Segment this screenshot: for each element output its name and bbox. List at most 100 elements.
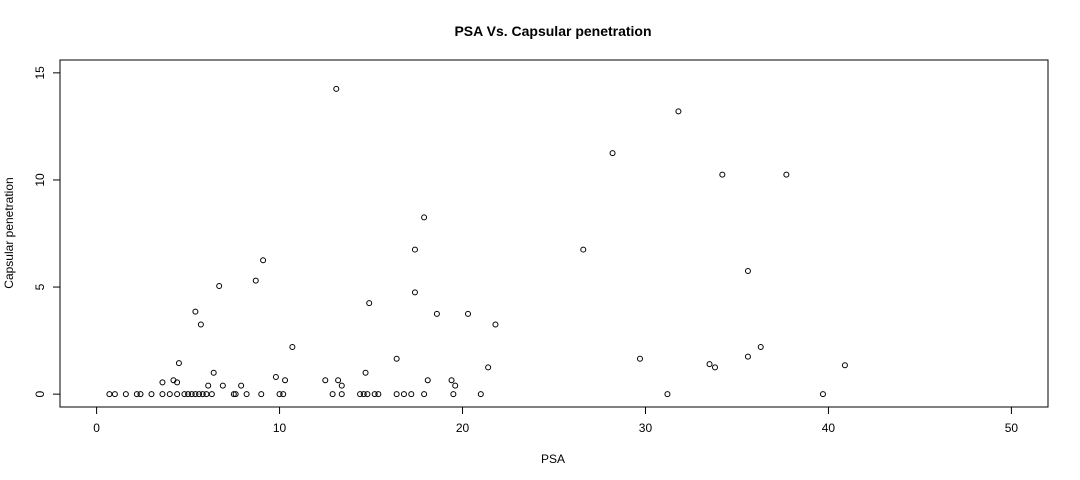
x-axis-label: PSA	[541, 452, 565, 466]
data-point	[400, 391, 407, 398]
data-point	[375, 391, 382, 398]
data-point	[783, 171, 790, 178]
data-point	[260, 257, 267, 264]
data-point	[188, 391, 195, 398]
data-point	[252, 277, 259, 284]
y-tick-label: 10	[33, 173, 47, 187]
data-point	[609, 150, 616, 157]
data-point	[137, 391, 144, 398]
data-point	[219, 382, 226, 389]
data-point	[421, 391, 428, 398]
data-point	[272, 374, 279, 381]
data-point	[433, 310, 440, 317]
data-point	[360, 391, 367, 398]
data-point	[664, 391, 671, 398]
data-point	[238, 382, 245, 389]
data-point	[841, 362, 848, 369]
data-point	[232, 391, 239, 398]
x-axis: 0 10 20 30 40 50	[93, 406, 1019, 435]
data-point	[133, 391, 140, 398]
data-point	[393, 355, 400, 362]
data-point	[203, 391, 210, 398]
data-point	[216, 282, 223, 289]
y-tick-label: 5	[33, 283, 47, 290]
data-point	[675, 108, 682, 115]
data-point	[111, 391, 118, 398]
chart-title: PSA Vs. Capsular penetration	[454, 23, 651, 39]
data-point	[333, 85, 340, 92]
data-point	[408, 391, 415, 398]
data-point	[185, 391, 192, 398]
data-point	[411, 289, 418, 296]
data-point	[280, 391, 287, 398]
data-point	[289, 344, 296, 351]
data-point	[282, 377, 289, 384]
data-point	[364, 391, 371, 398]
x-tick-label: 0	[93, 421, 100, 435]
data-point	[338, 391, 345, 398]
data-point	[205, 382, 212, 389]
data-point	[485, 364, 492, 371]
data-point	[706, 361, 713, 368]
data-point	[329, 391, 336, 398]
x-tick-label: 50	[1005, 421, 1019, 435]
data-point	[580, 246, 587, 253]
data-point	[636, 355, 643, 362]
data-point	[357, 391, 364, 398]
y-axis-label: Capsular penetration	[2, 177, 16, 288]
plot-frame	[59, 59, 1049, 408]
data-point	[148, 391, 155, 398]
data-point	[757, 344, 764, 351]
data-point	[192, 308, 199, 315]
data-point	[393, 391, 400, 398]
data-point	[181, 391, 188, 398]
data-point	[477, 391, 484, 398]
data-point	[243, 391, 250, 398]
data-point	[452, 382, 459, 389]
data-point	[421, 214, 428, 221]
y-tick-label: 0	[33, 390, 47, 397]
data-point	[712, 364, 719, 371]
x-tick-label: 10	[273, 421, 287, 435]
data-point	[174, 379, 181, 386]
data-point	[196, 391, 203, 398]
data-point	[819, 391, 826, 398]
data-points	[106, 85, 848, 398]
data-point	[199, 391, 206, 398]
x-tick-label: 30	[639, 421, 653, 435]
data-point	[208, 391, 215, 398]
data-point	[744, 353, 751, 360]
data-point	[106, 391, 113, 398]
data-point	[371, 391, 378, 398]
data-point	[122, 391, 129, 398]
data-point	[258, 391, 265, 398]
data-point	[744, 267, 751, 274]
data-point	[719, 171, 726, 178]
data-point	[159, 391, 166, 398]
data-point	[335, 377, 342, 384]
data-point	[338, 382, 345, 389]
data-point	[192, 391, 199, 398]
data-point	[230, 391, 237, 398]
data-point	[448, 377, 455, 384]
data-point	[411, 246, 418, 253]
data-point	[424, 377, 431, 384]
data-point	[450, 391, 457, 398]
data-point	[159, 379, 166, 386]
data-point	[366, 300, 373, 307]
data-point	[492, 321, 499, 328]
y-tick-label: 15	[33, 66, 47, 80]
data-point	[166, 391, 173, 398]
data-point	[174, 391, 181, 398]
data-point	[276, 391, 283, 398]
x-tick-label: 40	[822, 421, 836, 435]
data-point	[210, 369, 217, 376]
x-tick-label: 20	[456, 421, 470, 435]
data-point	[465, 310, 472, 317]
data-point	[175, 360, 182, 367]
data-point	[322, 377, 329, 384]
data-point	[197, 321, 204, 328]
y-axis: 0 5 10 15	[33, 66, 61, 397]
data-point	[362, 369, 369, 376]
